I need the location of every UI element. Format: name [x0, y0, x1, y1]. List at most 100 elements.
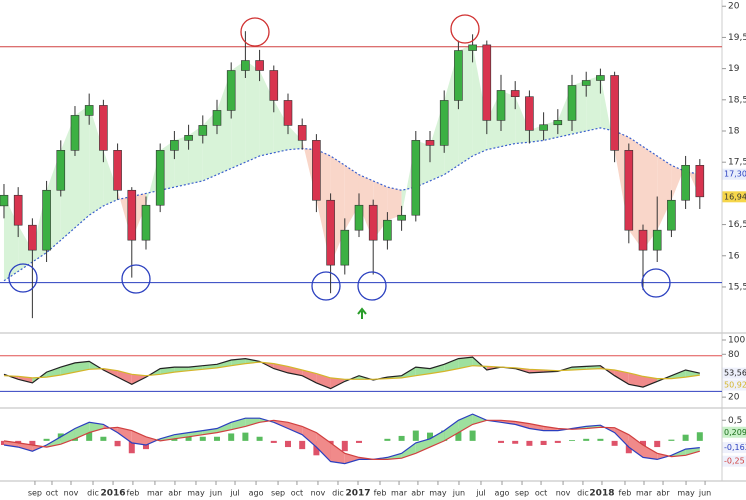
- candle-body: [56, 150, 66, 191]
- candle-body: [28, 224, 37, 251]
- x-tick-label: 2017: [345, 489, 370, 499]
- last-value-box: [722, 379, 746, 391]
- candle-body: [539, 124, 548, 131]
- last-value-label: 17,307: [724, 170, 746, 179]
- histogram-bar: [569, 440, 576, 441]
- y-tick-label: 15,5: [728, 282, 746, 292]
- x-tick-label: jul: [229, 489, 240, 498]
- fill-band: [74, 422, 90, 439]
- fill-band: [344, 453, 359, 464]
- bottom-circle: [641, 268, 671, 298]
- fill-band: [245, 418, 260, 427]
- candle-body: [681, 165, 690, 201]
- last-value-box: [722, 191, 746, 203]
- last-value-box: [722, 367, 746, 379]
- candle-body: [42, 189, 51, 251]
- histogram-bar: [611, 440, 618, 446]
- candle-body: [695, 165, 705, 198]
- candle-body: [596, 75, 605, 81]
- candle-body: [312, 140, 321, 201]
- candle-body: [297, 125, 307, 141]
- bottom-circle: [8, 263, 38, 293]
- fill-band: [643, 146, 658, 251]
- histogram-bar: [498, 440, 505, 443]
- candle-body: [141, 204, 151, 241]
- histogram-bar: [284, 440, 291, 448]
- candle-body: [454, 50, 463, 101]
- candle-body: [340, 229, 350, 266]
- histogram-bar: [256, 436, 263, 441]
- histogram-bar: [270, 440, 277, 443]
- candle-body: [397, 214, 406, 221]
- y-tick-label: 16,5: [728, 220, 746, 230]
- histogram-bar: [242, 432, 249, 441]
- y-tick-label: 19: [728, 64, 740, 74]
- y-tick-label: 80: [728, 350, 740, 360]
- histogram-bar: [654, 440, 661, 448]
- histogram-bar: [355, 440, 362, 443]
- bottom-circle: [311, 271, 341, 301]
- x-tick-label: abr: [411, 489, 425, 498]
- annotations: [8, 14, 671, 319]
- x-tick-label: mar: [391, 489, 408, 498]
- fill-band: [614, 370, 629, 385]
- candle-body: [553, 120, 563, 126]
- x-tick-label: ago: [495, 489, 510, 498]
- candle-body: [667, 199, 676, 231]
- x-tick-label: oct: [291, 489, 303, 498]
- fill-band: [472, 414, 487, 425]
- histogram-bar: [199, 436, 206, 441]
- histogram-bar: [398, 435, 405, 441]
- candle-body: [439, 100, 449, 146]
- x-tick-label: sep: [28, 489, 42, 498]
- line: [3, 356, 700, 390]
- histogram-bar: [682, 434, 689, 441]
- fill-band: [628, 434, 644, 458]
- line: [3, 361, 700, 380]
- fill-band: [60, 362, 75, 375]
- fill-band: [458, 357, 473, 369]
- last-value-label: 16,945: [724, 192, 746, 201]
- candle-body: [127, 189, 137, 241]
- fill-band: [202, 428, 217, 435]
- fill-band: [89, 422, 104, 433]
- fill-band: [259, 70, 274, 156]
- fill-band: [287, 125, 303, 150]
- histogram-bar: [455, 428, 462, 441]
- histogram-bar: [668, 439, 675, 441]
- candle-body: [482, 44, 492, 121]
- x-tick-label: oct: [46, 489, 58, 498]
- histogram-bar: [426, 432, 433, 441]
- x-tick-label: dic: [332, 489, 344, 498]
- last-value-box: [722, 442, 746, 454]
- histogram-bar: [412, 430, 419, 441]
- candle-body: [525, 96, 534, 131]
- last-value-label: 0,209: [724, 428, 746, 437]
- fill-band: [131, 374, 146, 385]
- histogram-bar: [100, 436, 107, 441]
- histogram-bar: [597, 438, 604, 441]
- last-value-label: 50,929: [724, 381, 746, 390]
- x-tick-label: nov: [556, 489, 571, 498]
- fill-band: [131, 430, 146, 445]
- y-tick-label: 20: [728, 393, 740, 403]
- fill-band: [89, 105, 104, 216]
- histogram-bar: [341, 440, 348, 452]
- fill-band: [429, 430, 445, 448]
- candle-body: [368, 204, 378, 241]
- top-circle: [240, 17, 270, 47]
- x-tick-label: sep: [271, 489, 285, 498]
- fill-band: [671, 165, 686, 201]
- x-tick-label: oct: [535, 489, 547, 498]
- fill-band: [628, 372, 644, 388]
- histogram-bar: [540, 440, 547, 445]
- fill-band: [18, 225, 33, 272]
- candle-body: [425, 140, 435, 146]
- x-tick-label: dic: [87, 489, 99, 498]
- candle-body: [581, 80, 591, 86]
- candle-body: [226, 70, 236, 111]
- fill-band: [316, 432, 331, 462]
- fill-band: [46, 367, 61, 378]
- histogram-bar: [583, 438, 590, 441]
- last-value-label: 53,564: [724, 369, 746, 378]
